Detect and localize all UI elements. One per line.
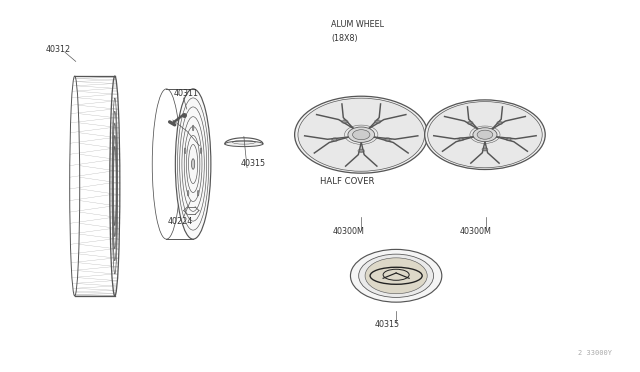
Ellipse shape <box>425 100 545 170</box>
Text: (18X8): (18X8) <box>332 34 358 43</box>
Ellipse shape <box>294 96 428 173</box>
Ellipse shape <box>507 138 511 140</box>
Ellipse shape <box>342 121 347 123</box>
Ellipse shape <box>351 249 442 302</box>
Text: 40300M: 40300M <box>460 227 492 235</box>
Ellipse shape <box>358 254 433 297</box>
Ellipse shape <box>483 148 487 150</box>
Ellipse shape <box>184 148 186 154</box>
Ellipse shape <box>348 127 374 142</box>
Ellipse shape <box>365 258 427 294</box>
Ellipse shape <box>376 121 380 123</box>
Ellipse shape <box>298 98 424 171</box>
Text: 2 33000Y: 2 33000Y <box>578 350 612 356</box>
Text: 40315: 40315 <box>241 159 266 168</box>
Ellipse shape <box>332 138 337 141</box>
Text: 40312: 40312 <box>46 45 71 54</box>
Ellipse shape <box>468 122 472 124</box>
Ellipse shape <box>192 125 194 131</box>
Ellipse shape <box>477 130 493 139</box>
Text: HALF COVER: HALF COVER <box>320 177 374 186</box>
Ellipse shape <box>191 159 195 169</box>
Ellipse shape <box>225 141 263 147</box>
Ellipse shape <box>197 190 199 196</box>
Text: 40300M: 40300M <box>333 227 365 235</box>
Text: 40311: 40311 <box>174 89 199 98</box>
Ellipse shape <box>383 269 409 280</box>
Text: ALUM WHEEL: ALUM WHEEL <box>332 20 385 29</box>
Ellipse shape <box>498 122 502 124</box>
Ellipse shape <box>359 150 364 152</box>
Ellipse shape <box>200 148 202 154</box>
Ellipse shape <box>175 89 211 239</box>
Ellipse shape <box>473 128 497 142</box>
Ellipse shape <box>353 130 370 140</box>
Ellipse shape <box>188 190 189 196</box>
Text: 40315: 40315 <box>374 320 400 329</box>
Text: 40224: 40224 <box>168 218 193 227</box>
Ellipse shape <box>428 102 542 168</box>
Ellipse shape <box>386 138 390 141</box>
Ellipse shape <box>459 138 463 140</box>
